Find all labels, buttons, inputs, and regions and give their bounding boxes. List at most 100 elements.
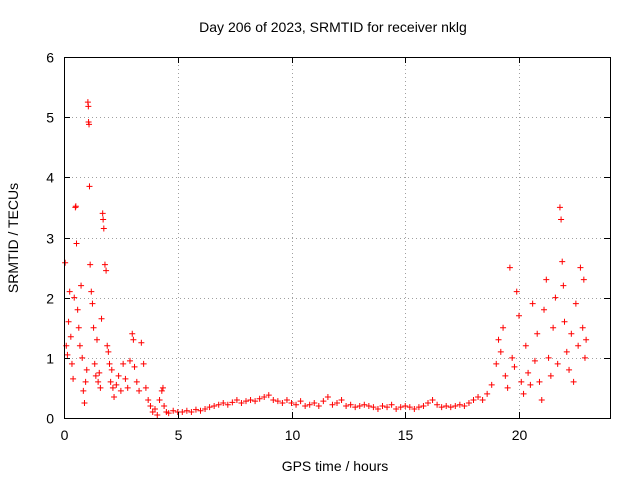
data-point (561, 318, 568, 325)
y-axis-label: SRMTID / TECUs (5, 183, 21, 293)
data-point (415, 404, 422, 411)
data-point (397, 404, 404, 411)
data-point (65, 318, 72, 325)
data-point (509, 354, 516, 361)
data-point (554, 360, 561, 367)
data-point (104, 342, 111, 349)
data-point (88, 288, 95, 295)
data-point (131, 363, 138, 370)
y-tick-label: 0 (46, 411, 54, 427)
data-point (111, 393, 118, 400)
data-point (270, 396, 277, 403)
y-tick-label: 3 (46, 231, 54, 247)
data-point (525, 369, 532, 376)
data-point (297, 398, 304, 405)
data-point (370, 404, 377, 411)
y-tick-label: 1 (46, 351, 54, 367)
data-point (365, 402, 372, 409)
data-points (62, 99, 590, 418)
data-point (247, 396, 254, 403)
data-point (529, 300, 536, 307)
data-point (256, 395, 263, 402)
data-point (133, 378, 140, 385)
data-point (465, 399, 472, 406)
data-point (479, 396, 486, 403)
axis-ticks: 0 1 2 3 4 5 6 0 5 10 15 20 (46, 50, 610, 443)
data-point (154, 411, 161, 418)
data-point (560, 282, 567, 289)
y-tick-label: 6 (46, 50, 54, 66)
data-point (76, 342, 83, 349)
data-point (343, 402, 350, 409)
data-point (113, 381, 120, 388)
data-point (583, 336, 590, 343)
data-point (352, 404, 359, 411)
data-point (543, 276, 550, 283)
data-point (74, 306, 81, 313)
data-point (493, 360, 500, 367)
data-point (502, 372, 509, 379)
data-point (62, 259, 69, 266)
data-point (80, 387, 87, 394)
data-point (91, 360, 98, 367)
data-point (470, 396, 477, 403)
data-point (98, 315, 105, 322)
data-point (579, 324, 586, 331)
data-point (384, 404, 391, 411)
data-point (130, 336, 137, 343)
data-point (293, 401, 300, 408)
data-point (224, 401, 231, 408)
data-point (108, 366, 115, 373)
data-point (183, 407, 190, 414)
data-point (334, 399, 340, 406)
data-point (100, 216, 107, 223)
y-tick-label: 2 (46, 291, 54, 307)
data-point (92, 372, 99, 379)
x-tick-label: 20 (512, 427, 528, 443)
data-point (456, 401, 463, 408)
data-point (520, 390, 527, 397)
data-point (101, 261, 108, 268)
data-point (347, 401, 354, 408)
data-point (547, 372, 554, 379)
data-point (488, 381, 495, 388)
data-point (158, 387, 165, 394)
data-point (129, 330, 136, 337)
data-point (71, 294, 78, 301)
data-point (324, 393, 331, 400)
data-point (64, 351, 71, 358)
data-point (197, 407, 204, 414)
data-point (511, 363, 518, 370)
data-point (379, 402, 386, 409)
data-point (568, 330, 575, 337)
data-point (566, 366, 573, 373)
data-point (265, 392, 272, 399)
data-point (393, 405, 400, 412)
data-point (500, 324, 507, 331)
data-point (516, 312, 522, 319)
data-point (117, 387, 124, 394)
data-point (283, 396, 290, 403)
data-point (388, 401, 395, 408)
data-point (329, 401, 336, 408)
data-point (120, 360, 127, 367)
data-point (577, 264, 584, 271)
data-point (105, 348, 112, 355)
data-point (506, 264, 513, 271)
data-point (86, 183, 93, 190)
data-point (522, 342, 529, 349)
data-point (429, 396, 436, 403)
data-point (211, 402, 218, 409)
data-point (356, 402, 363, 409)
data-point (152, 405, 158, 412)
data-point (68, 360, 75, 367)
data-point (538, 396, 545, 403)
x-tick-label: 0 (61, 427, 69, 443)
data-point (142, 384, 149, 391)
data-point (78, 282, 85, 289)
data-point (411, 405, 418, 412)
data-point (83, 366, 90, 373)
data-point (103, 267, 110, 274)
data-point (82, 378, 89, 385)
